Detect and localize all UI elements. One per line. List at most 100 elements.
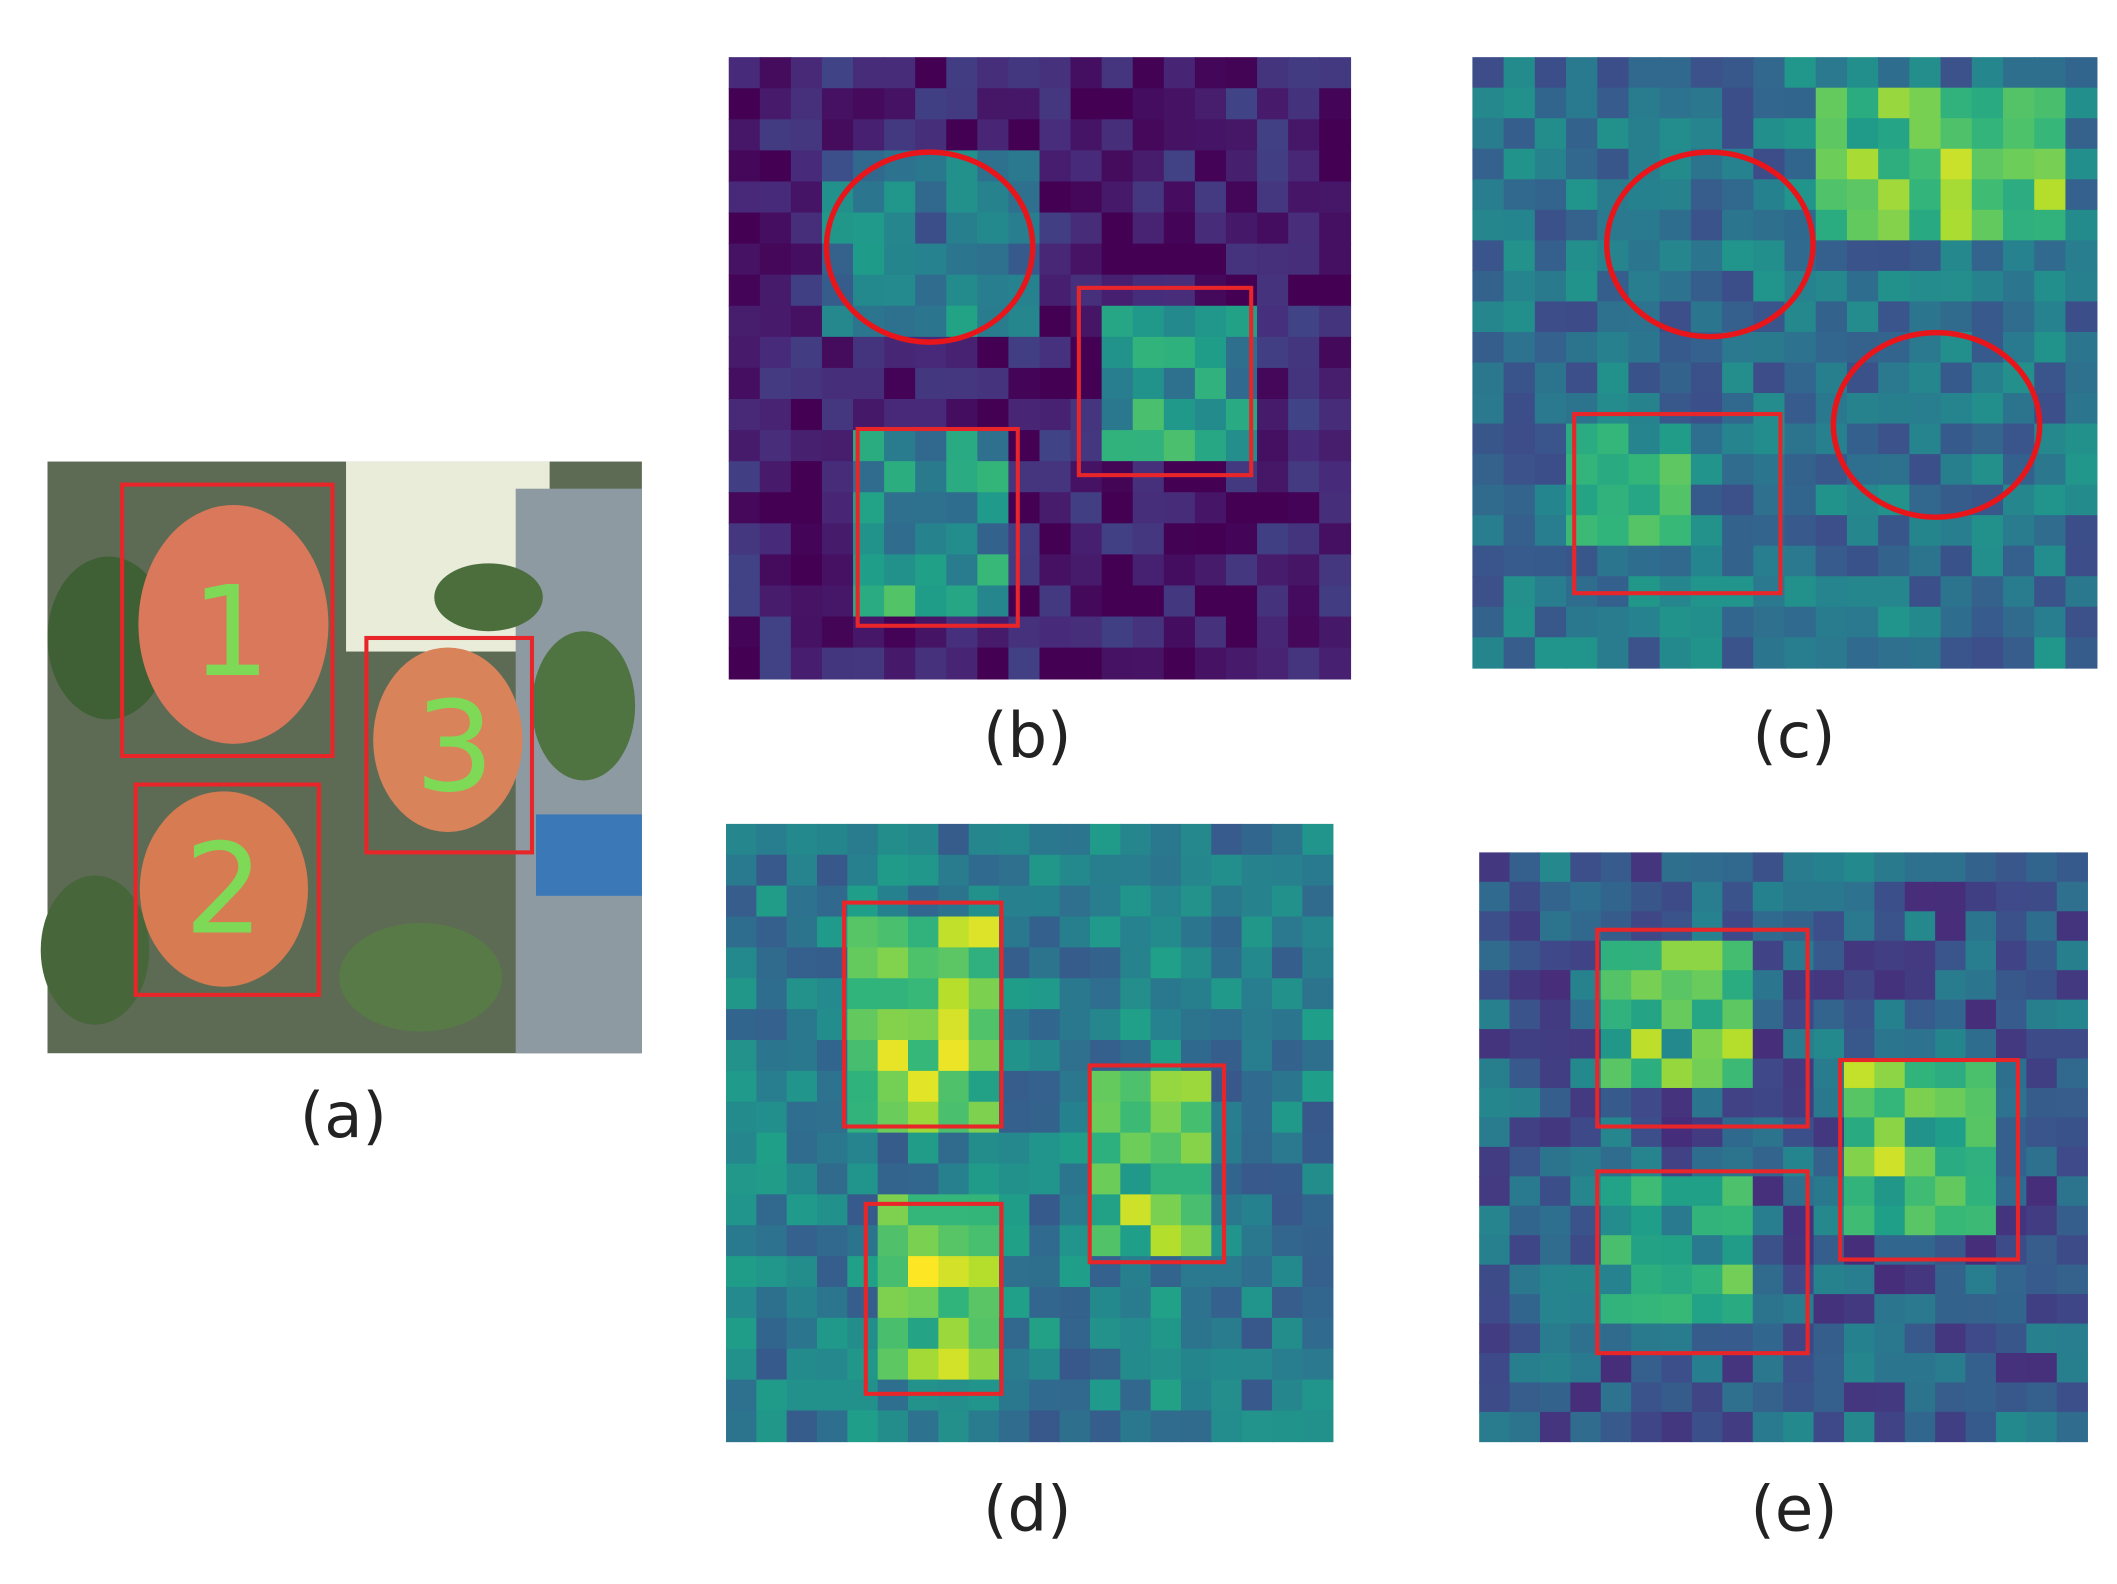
heatmap-cell xyxy=(1904,1146,1936,1178)
heatmap-cell xyxy=(1722,1176,1754,1207)
heatmap-cell xyxy=(1029,1070,1061,1103)
heatmap-cell xyxy=(1631,1323,1663,1354)
heatmap-cell xyxy=(1874,1264,1906,1295)
heatmap-cell xyxy=(1722,118,1755,150)
heatmap-cell xyxy=(2034,57,2067,89)
heatmap-cell xyxy=(1302,1009,1334,1041)
heatmap-cell xyxy=(998,1194,1031,1227)
heatmap-cell xyxy=(790,585,823,618)
heatmap-cell xyxy=(908,947,940,980)
heatmap-cell xyxy=(1059,885,1091,918)
heatmap-cell xyxy=(756,854,788,887)
heatmap-cell xyxy=(1194,57,1227,90)
heatmap-cell xyxy=(1089,1317,1122,1350)
heatmap-cell xyxy=(1935,881,1967,913)
heatmap-cell xyxy=(1995,1176,2028,1207)
heatmap-cell xyxy=(877,1317,909,1350)
heatmap-cell xyxy=(946,88,979,121)
heatmap-cell xyxy=(1132,492,1165,525)
heatmap-cell xyxy=(877,1163,909,1196)
heatmap-cell xyxy=(1600,1411,1632,1443)
heatmap-cell xyxy=(1509,1058,1541,1089)
heatmap-cell xyxy=(1631,1235,1663,1266)
heatmap-cell xyxy=(817,1379,849,1412)
heatmap-cell xyxy=(938,1317,970,1350)
heatmap-cell xyxy=(1479,881,1511,913)
heatmap-cell xyxy=(1288,181,1321,214)
heatmap-cell xyxy=(1874,852,1906,883)
heatmap-cell xyxy=(1029,1194,1061,1227)
heatmap-cell xyxy=(946,398,979,431)
heatmap-cell xyxy=(2065,545,2098,578)
heatmap-cell xyxy=(908,1101,940,1134)
heatmap-cell xyxy=(1319,336,1352,369)
heatmap-cell xyxy=(847,1132,879,1165)
heatmap-cell xyxy=(1539,1235,1572,1266)
heatmap-cell xyxy=(1813,999,1845,1030)
heatmap-cell xyxy=(2034,209,2067,242)
heatmap-cell xyxy=(1539,1205,1572,1237)
heatmap-cell xyxy=(1479,1029,1511,1060)
heatmap-cell xyxy=(1070,647,1103,680)
heatmap-cell xyxy=(1509,911,1541,942)
heatmap-cell xyxy=(1180,1101,1213,1134)
heatmap-cell xyxy=(1722,637,1755,669)
heatmap-cell xyxy=(1257,523,1289,556)
heatmap-cell xyxy=(1534,545,1567,578)
heatmap-cell xyxy=(759,398,792,431)
heatmap-cell xyxy=(1784,515,1817,547)
heatmap-cell xyxy=(1194,150,1227,183)
heatmap-cell xyxy=(1150,1194,1182,1227)
heatmap-cell xyxy=(1039,523,1072,556)
heatmap-cell xyxy=(1163,523,1196,556)
heatmap-cell xyxy=(1008,243,1041,276)
heatmap-cell xyxy=(1995,1353,2028,1384)
heatmap-cell xyxy=(1225,523,1258,556)
heatmap-cell xyxy=(1059,978,1091,1010)
heatmap-cell xyxy=(756,1009,788,1041)
heatmap-cell xyxy=(1843,1323,1876,1354)
heatmap-cell xyxy=(938,1163,970,1196)
heatmap-cell xyxy=(1843,1411,1876,1443)
heatmap-cell xyxy=(1935,1029,1967,1060)
heatmap-cell xyxy=(2065,240,2098,272)
heatmap-cell xyxy=(1163,367,1196,400)
heatmap-cell xyxy=(1241,1132,1273,1165)
heatmap-cell xyxy=(1150,1317,1182,1350)
heatmap-cell xyxy=(1722,423,1755,455)
heatmap-cell xyxy=(1935,940,1967,971)
heatmap-cell xyxy=(1101,492,1134,525)
heatmap-cell xyxy=(1163,616,1196,649)
heatmap-cell xyxy=(877,1348,909,1381)
heatmap-cell xyxy=(2026,1294,2058,1325)
heatmap-cell xyxy=(2056,1411,2088,1443)
heatmap-cell xyxy=(1753,362,1786,394)
photo-leaf xyxy=(434,563,543,632)
heatmap-cell xyxy=(1600,1235,1632,1266)
heatmap-cell xyxy=(1752,940,1784,971)
heatmap-cell xyxy=(938,854,970,887)
heatmap-cell xyxy=(1874,881,1906,913)
heatmap-cell xyxy=(1659,179,1692,211)
heatmap-cell xyxy=(1503,57,1536,89)
heatmap-cell xyxy=(1597,545,1630,578)
heatmap-cell xyxy=(2056,1146,2088,1178)
heatmap-cell xyxy=(1940,423,1973,455)
heatmap-cell xyxy=(1813,852,1845,883)
heatmap-cell xyxy=(1628,454,1661,486)
heatmap-cell xyxy=(1302,1040,1334,1072)
heatmap-cell xyxy=(1909,179,1942,211)
heatmap-cell xyxy=(1661,1353,1693,1384)
heatmap-cell xyxy=(1319,430,1352,462)
heatmap-cell xyxy=(853,119,885,152)
heatmap-cell xyxy=(2034,606,2067,639)
heatmap-cell xyxy=(1539,1176,1572,1207)
heatmap-cell xyxy=(1479,1087,1511,1119)
heatmap-cell xyxy=(1029,1163,1061,1196)
heatmap-cell xyxy=(1534,301,1567,333)
heatmap-cell xyxy=(1029,885,1061,918)
heatmap-cell xyxy=(1878,179,1911,211)
heatmap-cell xyxy=(1008,57,1041,90)
heatmap-cell xyxy=(1815,179,1848,211)
heatmap-cell xyxy=(1815,57,1848,89)
